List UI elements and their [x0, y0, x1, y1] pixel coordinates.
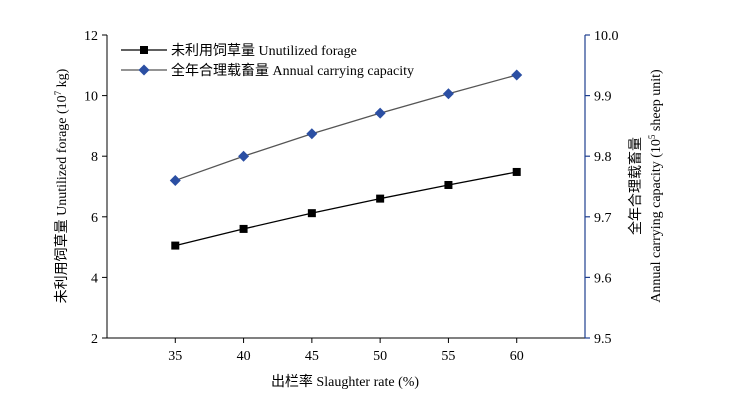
y-axis-label-left-sup: 7 [53, 90, 63, 95]
x-tick-label: 40 [237, 349, 251, 364]
series-layer [169, 69, 523, 250]
series-2-line [175, 74, 517, 182]
series-2-point [374, 107, 386, 119]
y-tick-label-right: 9.9 [594, 90, 612, 105]
series-2-point [238, 150, 250, 162]
series-1-point [171, 241, 180, 250]
legend-marker-1 [140, 46, 148, 54]
y-tick-label-right: 9.5 [594, 332, 612, 347]
series-1-point [376, 194, 385, 203]
series-2-point [169, 174, 181, 186]
legend-label-1: 未利用饲草量 Unutilized forage [171, 43, 357, 59]
y-tick-label-left: 8 [91, 150, 98, 165]
y-tick-label-left: 6 [91, 211, 98, 226]
series-2-point [511, 69, 523, 81]
series-2-point [442, 88, 454, 100]
y-tick-label-right: 10.0 [594, 29, 619, 44]
y-axis-label-right-line2: Annual carrying capacity (105 sheep unit… [647, 69, 664, 303]
series-1 [171, 167, 521, 250]
series-1-point [512, 167, 521, 176]
series-2-point [306, 128, 318, 140]
series-1-point [444, 180, 453, 189]
y-tick-label-left: 10 [84, 90, 98, 105]
y-axis-label-right-sup: 5 [647, 134, 657, 139]
series-2 [169, 69, 523, 186]
y-axis-label-left-end: kg) [55, 68, 70, 91]
y-axis-label-right-main: Annual carrying capacity (10 [649, 139, 664, 303]
x-axis-label: 出栏率 Slaughter rate (%) [271, 373, 419, 390]
x-tick-label: 45 [305, 349, 319, 364]
y-tick-label-right: 9.6 [594, 271, 612, 286]
y-tick-label-right: 9.7 [594, 211, 612, 226]
y-tick-label-left: 2 [91, 332, 98, 347]
x-tick-label: 35 [168, 349, 182, 364]
y-tick-label-left: 4 [91, 271, 98, 286]
y-tick-label-right: 9.8 [594, 150, 612, 165]
legend: 未利用饲草量 Unutilized forage 全年合理载畜量 Annual c… [121, 43, 414, 79]
y-tick-label-left: 12 [84, 29, 98, 44]
legend-marker-2 [138, 64, 150, 76]
x-tick-label: 60 [510, 349, 524, 364]
series-1-line [175, 171, 517, 247]
series-1-point [239, 224, 248, 233]
series-1-point [307, 209, 316, 218]
y-axis-label-right-line1: 全年合理载畜量 [627, 137, 644, 235]
y-axis-label-left-main: 未利用饲草量 Unutilized forage (10 [54, 95, 70, 303]
y-axis-label-left: 未利用饲草量 Unutilized forage (107 kg) [53, 68, 70, 303]
x-tick-label: 50 [373, 349, 387, 364]
legend-label-2: 全年合理载畜量 Annual carrying capacity [171, 62, 414, 79]
x-tick-label: 55 [441, 349, 455, 364]
axes: 35 40 45 50 55 60 2 4 6 8 10 12 9.5 9.6 9.7 9.8 9.9 10.0 [84, 29, 619, 364]
y-axis-label-right-end: sheep unit) [649, 69, 664, 135]
